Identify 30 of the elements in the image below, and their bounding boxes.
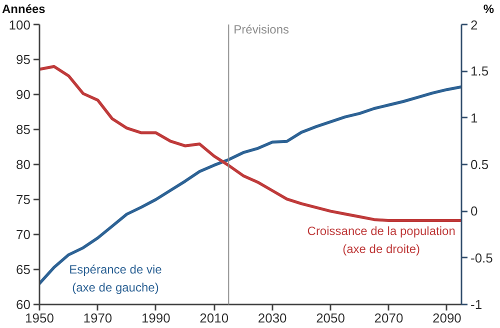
y-tick-label: 75	[16, 192, 31, 207]
y-tick-label: 85	[16, 122, 31, 137]
y2-tick-label: 2	[470, 18, 478, 32]
x-tick-label: 2090	[432, 310, 462, 326]
line-series	[40, 65, 462, 222]
y-axis-title: Années	[2, 2, 46, 16]
y-tick-label: 100	[8, 18, 31, 32]
y2-tick-label: 1	[470, 110, 478, 126]
y-tick-label: 80	[16, 157, 31, 172]
y2-axis-title: %	[483, 2, 494, 16]
y2-tick-label: 1.5	[470, 64, 489, 79]
y-tick-label: 60	[16, 297, 31, 312]
x-tick-label: 1990	[141, 310, 170, 326]
x-tick-label: 2010	[200, 310, 229, 326]
x-tick-label: 1970	[83, 310, 112, 326]
x-tick-label: 2050	[316, 310, 345, 326]
x-tick-label: 1950	[25, 310, 54, 326]
y2-tick-label: -0.5	[470, 250, 493, 266]
y2-tick-label: 0	[470, 204, 478, 219]
y-tick-label: 95	[16, 52, 31, 67]
x-tick-label: 2070	[374, 310, 404, 326]
y2-tick-label: -1	[470, 297, 482, 312]
x-tick-label: 2030	[258, 310, 287, 326]
y-tick-label: 70	[16, 227, 31, 242]
series-label: Espérance de vie (axe de gauche)	[69, 262, 162, 295]
y-tick-label: 90	[16, 87, 31, 102]
y-tick-label: 65	[16, 262, 31, 277]
ref-line-label: Prévisions	[234, 22, 290, 36]
y2-tick-label: 0.5	[470, 157, 489, 172]
series-label: Croissance de la population (axe de droite)	[307, 224, 456, 256]
